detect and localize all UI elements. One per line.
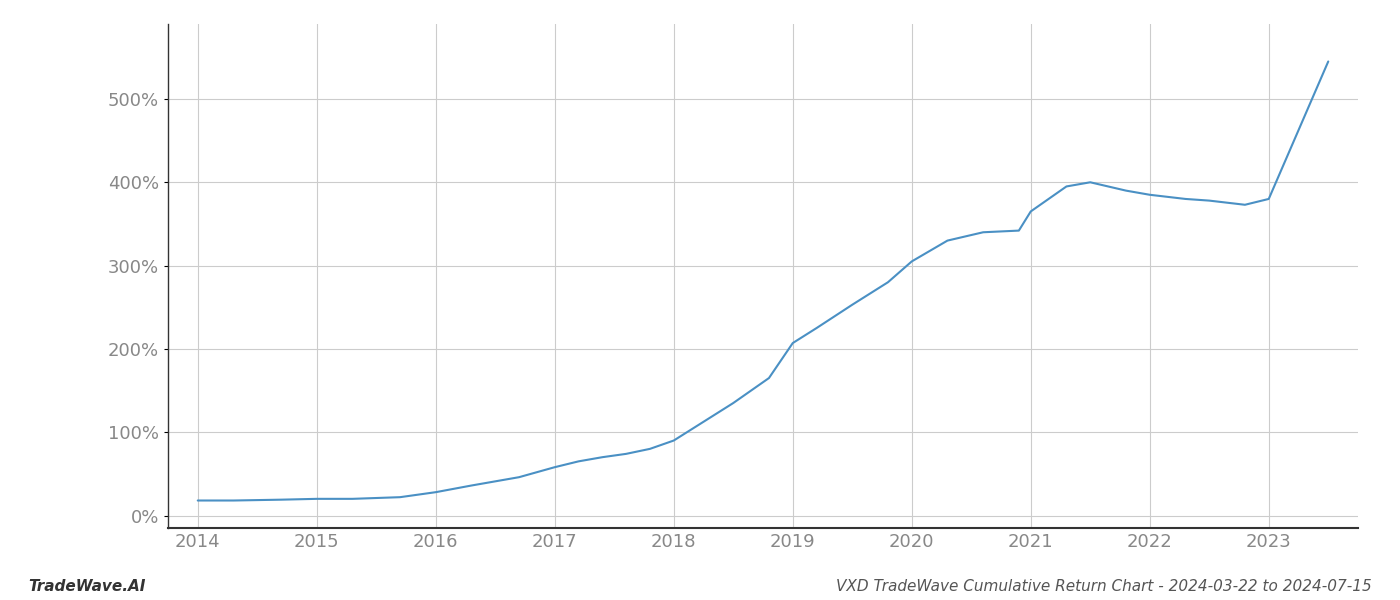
Text: VXD TradeWave Cumulative Return Chart - 2024-03-22 to 2024-07-15: VXD TradeWave Cumulative Return Chart - … (836, 579, 1372, 594)
Text: TradeWave.AI: TradeWave.AI (28, 579, 146, 594)
